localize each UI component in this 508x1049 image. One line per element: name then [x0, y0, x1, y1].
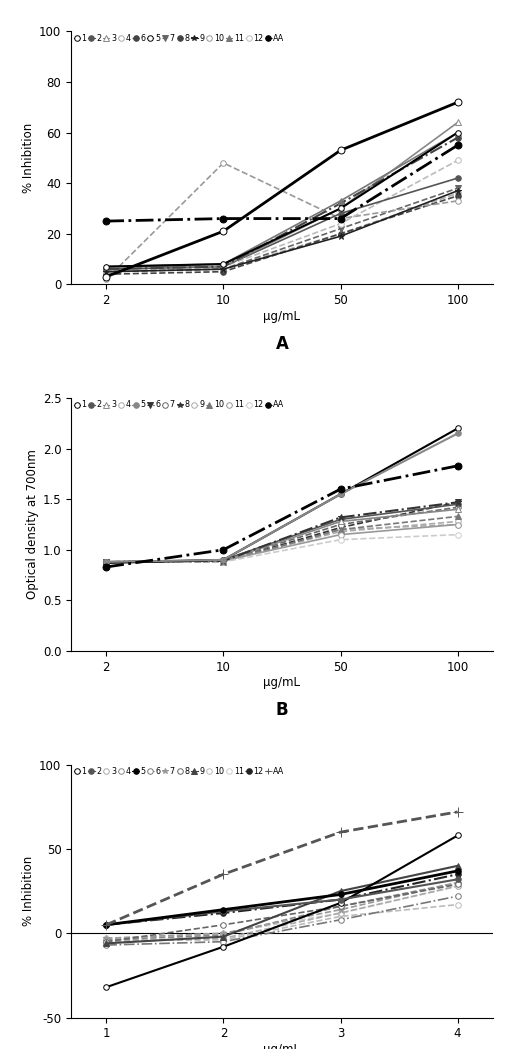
Legend: 1, 2, 3, 4, 5, 6, 7, 8, 9, 10, 11, 12, AA: 1, 2, 3, 4, 5, 6, 7, 8, 9, 10, 11, 12, A…: [71, 398, 287, 412]
Legend: 1, 2, 3, 4, 5, 6, 7, 8, 9, 10, 11, 12, AA: 1, 2, 3, 4, 5, 6, 7, 8, 9, 10, 11, 12, A…: [71, 765, 287, 778]
Y-axis label: % Inhibition: % Inhibition: [22, 856, 35, 926]
Legend: 1, 2, 3, 4, 6, 5, 7, 8, 9, 10, 11, 12, AA: 1, 2, 3, 4, 6, 5, 7, 8, 9, 10, 11, 12, A…: [71, 31, 287, 45]
Text: B: B: [276, 702, 288, 720]
X-axis label: μg/mL: μg/mL: [264, 677, 300, 689]
X-axis label: μg/mL: μg/mL: [264, 309, 300, 323]
X-axis label: μg/mL: μg/mL: [264, 1043, 300, 1049]
Text: A: A: [275, 335, 289, 352]
Y-axis label: % Inhibition: % Inhibition: [22, 123, 35, 193]
Y-axis label: Optical density at 700nm: Optical density at 700nm: [25, 450, 39, 599]
